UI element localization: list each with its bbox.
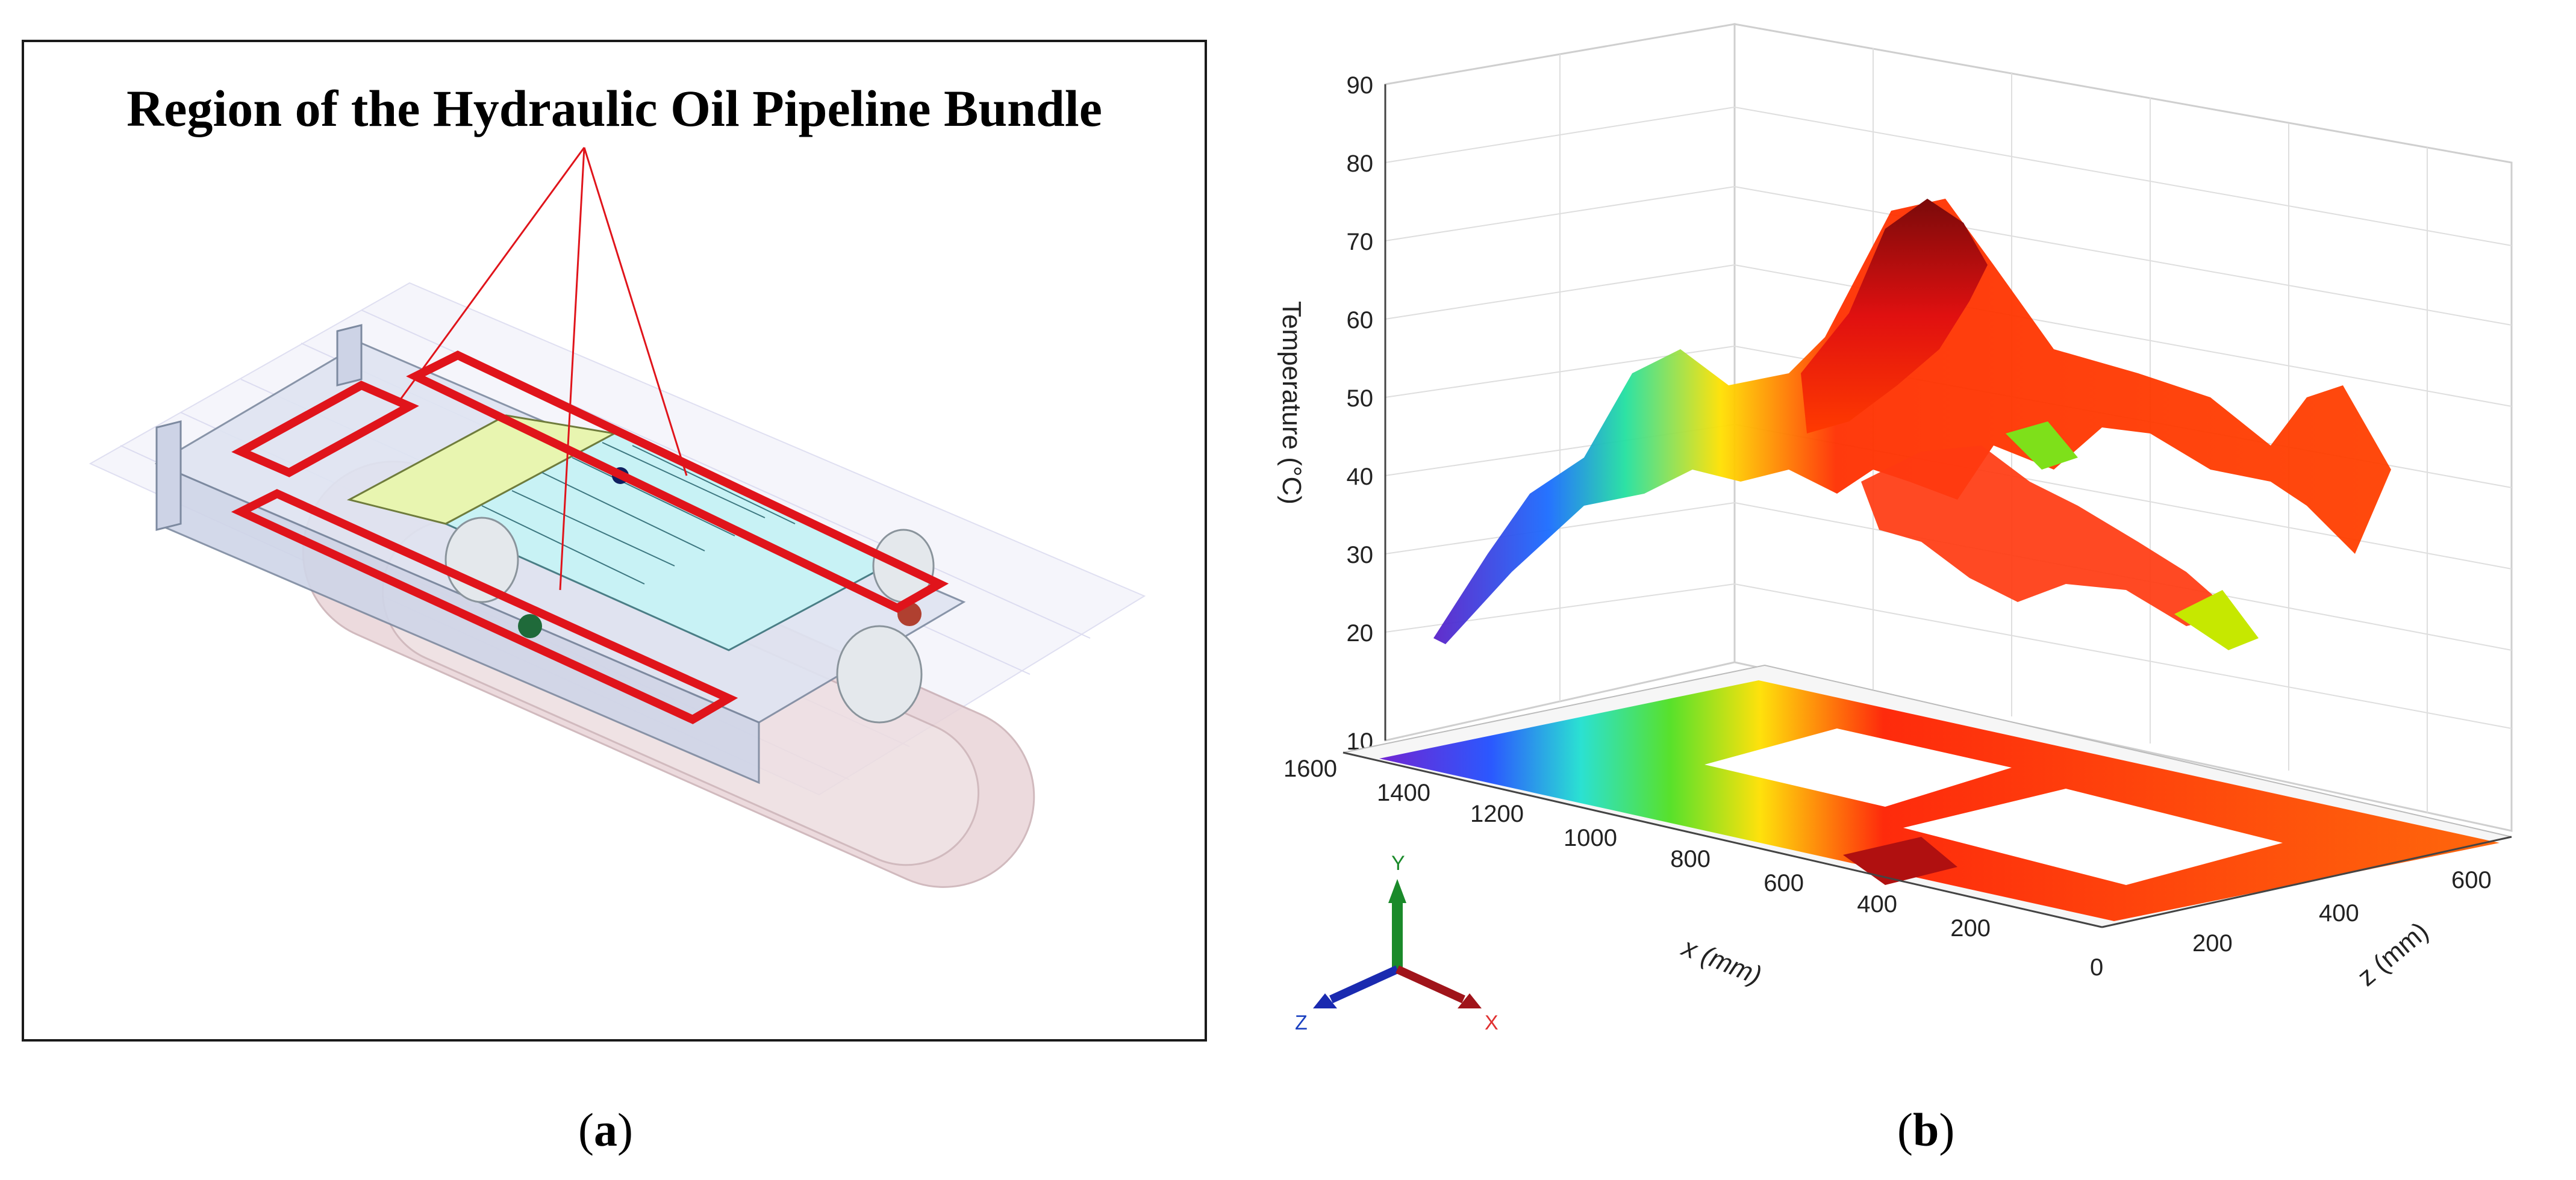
panel-b-3d-temperature-plot: 90 80 70 60 50 40 30 20 10 Temperature (…	[1277, 23, 2513, 1034]
y-tick: 30	[1347, 542, 1374, 568]
panel-a-model-illustration	[89, 147, 1146, 888]
x-tick: 800	[1670, 846, 1711, 872]
triad-z-label: Z	[1295, 1011, 1308, 1034]
y-tick: 90	[1347, 72, 1374, 99]
y-tick: 70	[1347, 229, 1374, 255]
z-tick: 200	[2192, 930, 2233, 957]
caption-a-letter: a	[593, 1104, 617, 1156]
floor-hotspot	[1843, 837, 1957, 885]
x-tick: 1600	[1283, 756, 1337, 782]
x-tick: 1000	[1564, 825, 1617, 851]
floor-heatmap	[1343, 664, 2512, 928]
floor-hole-upper	[1704, 728, 2012, 807]
panel-a-title: Region of the Hydraulic Oil Pipeline Bun…	[126, 79, 1102, 137]
x-tick: 1200	[1470, 801, 1524, 827]
marker-dot-green	[518, 614, 542, 638]
y-tick: 80	[1347, 151, 1374, 177]
highlight-region-bottom	[231, 489, 738, 724]
z-tick: 400	[2319, 900, 2359, 927]
y-axis: 90 80 70 60 50 40 30 20 10	[1347, 72, 1386, 755]
highlight-region-top	[406, 350, 949, 613]
x-tick: 600	[1764, 870, 1804, 896]
y-tick: 40	[1347, 464, 1374, 490]
z-tick: 600	[2451, 867, 2492, 893]
x-axis: 1600 1400 1200 1000 800 600 400 200	[1283, 751, 2103, 942]
triad-x-label: X	[1485, 1011, 1499, 1034]
caption-b-letter: b	[1912, 1104, 1939, 1156]
y-tick: 60	[1347, 307, 1374, 334]
caption-a: (a)	[578, 1104, 633, 1156]
z-axis: 0 200 400 600	[2090, 836, 2512, 981]
hatch-lines	[481, 442, 796, 585]
x-tick: 1400	[1377, 780, 1430, 806]
highlight-regions	[231, 350, 949, 724]
triad-y-label: Y	[1391, 852, 1405, 875]
x-tick: 200	[1950, 915, 1991, 942]
z-tick: 0	[2090, 954, 2103, 981]
z-axis-label: z (mm)	[2352, 916, 2434, 992]
x-tick: 400	[1857, 891, 1897, 918]
temperature-surface	[1433, 199, 2391, 650]
x-axis-label: x (mm)	[1677, 932, 1765, 990]
y-axis-label: Temperature (°C)	[1277, 301, 1306, 505]
y-tick: 50	[1347, 385, 1374, 412]
y-tick: 20	[1347, 620, 1374, 647]
caption-b: (b)	[1897, 1104, 1955, 1156]
orientation-triad: Y Z X	[1295, 852, 1499, 1034]
leader-lines	[396, 147, 688, 591]
highlight-region-left	[231, 380, 419, 477]
floor-hole-lower	[1903, 789, 2283, 885]
